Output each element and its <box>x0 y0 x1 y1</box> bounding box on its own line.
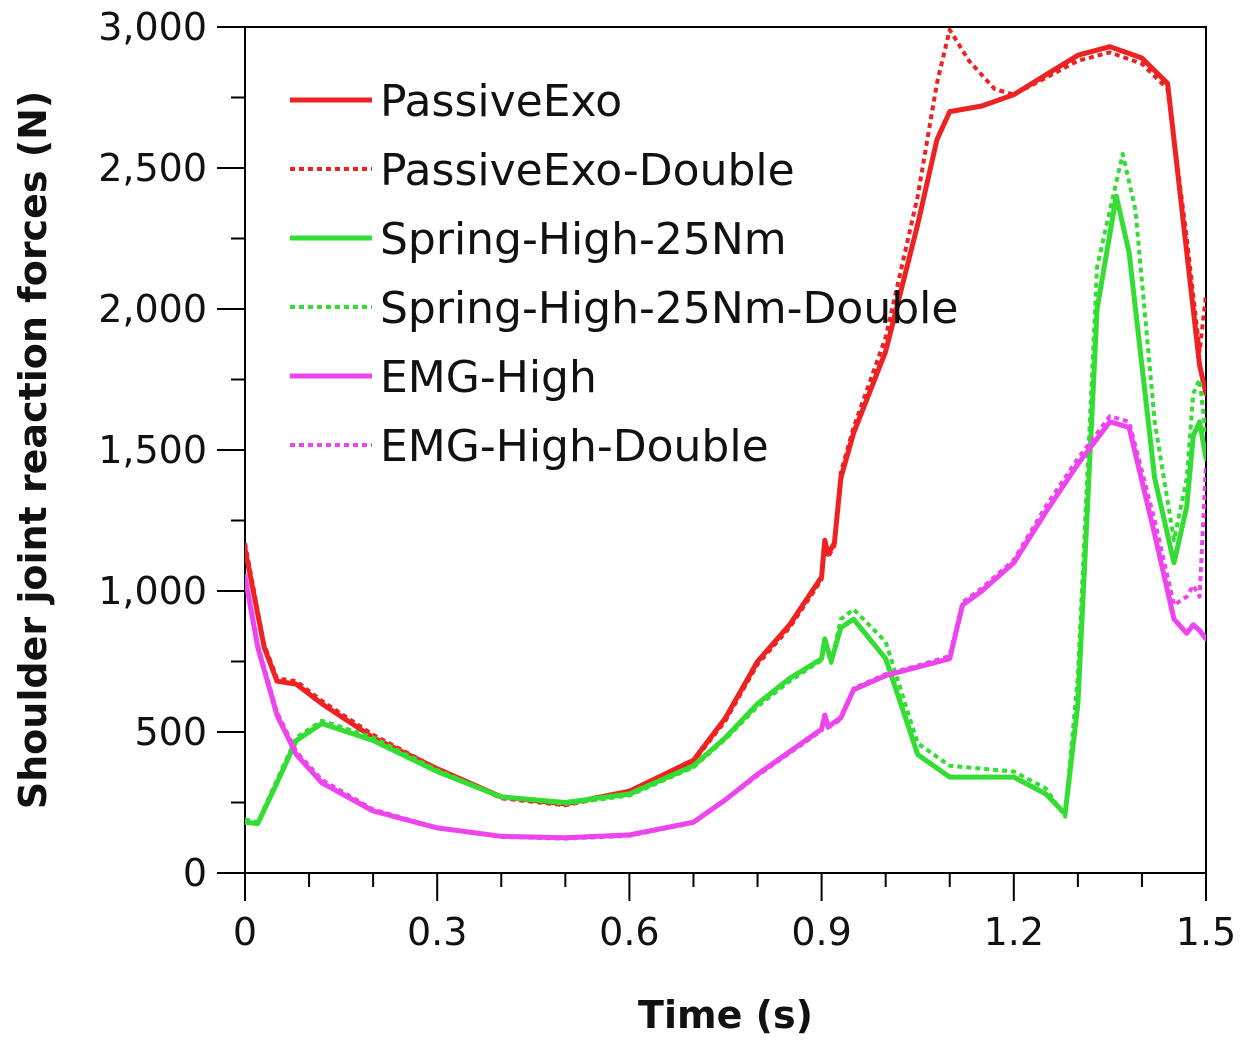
y-tick-label: 1,500 <box>98 428 207 472</box>
series-line-spring-high-25nm-double <box>245 151 1206 825</box>
legend-label: Spring-High-25Nm-Double <box>380 283 958 334</box>
y-tick-label: 2,500 <box>98 146 207 190</box>
legend-entry: EMG-High-Double <box>290 421 769 472</box>
y-tick-label: 0 <box>183 851 207 895</box>
legend-label: PassiveExo-Double <box>380 145 795 196</box>
x-tick-label: 1.5 <box>1176 910 1236 954</box>
y-tick-label: 2,000 <box>98 287 207 331</box>
x-axis-title: Time (s) <box>638 993 813 1037</box>
x-tick-label: 0 <box>233 910 257 954</box>
legend-label: EMG-High <box>380 352 597 403</box>
series-layer <box>245 27 1206 841</box>
y-tick-label: 3,000 <box>98 5 207 49</box>
legend: PassiveExo PassiveExo-Double Spring-High-2… <box>290 76 958 472</box>
legend-label: PassiveExo <box>380 76 622 127</box>
x-tick-label: 0.3 <box>407 910 467 954</box>
legend-entry: EMG-High <box>290 352 597 403</box>
y-tick-label: 1,000 <box>98 569 207 613</box>
series-line-emg-high-double <box>245 414 1206 841</box>
legend-entry: Spring-High-25Nm-Double <box>290 283 958 334</box>
y-tick-label: 500 <box>134 710 207 754</box>
legend-entry: PassiveExo <box>290 76 622 127</box>
axes-layer: 0 0.3 0.6 0.9 1.2 1.5 0 500 1,000 1,500 2,000 2,500… <box>98 5 1236 954</box>
x-tick-label: 0.9 <box>791 910 851 954</box>
legend-entry: PassiveExo-Double <box>290 145 795 196</box>
x-tick-label: 0.6 <box>599 910 659 954</box>
legend-label: EMG-High-Double <box>380 421 769 472</box>
y-axis-title: Shoulder joint reaction forces (N) <box>11 91 55 809</box>
x-tick-label: 1.2 <box>984 910 1044 954</box>
legend-label: Spring-High-25Nm <box>380 214 787 265</box>
legend-entry: Spring-High-25Nm <box>290 214 787 265</box>
